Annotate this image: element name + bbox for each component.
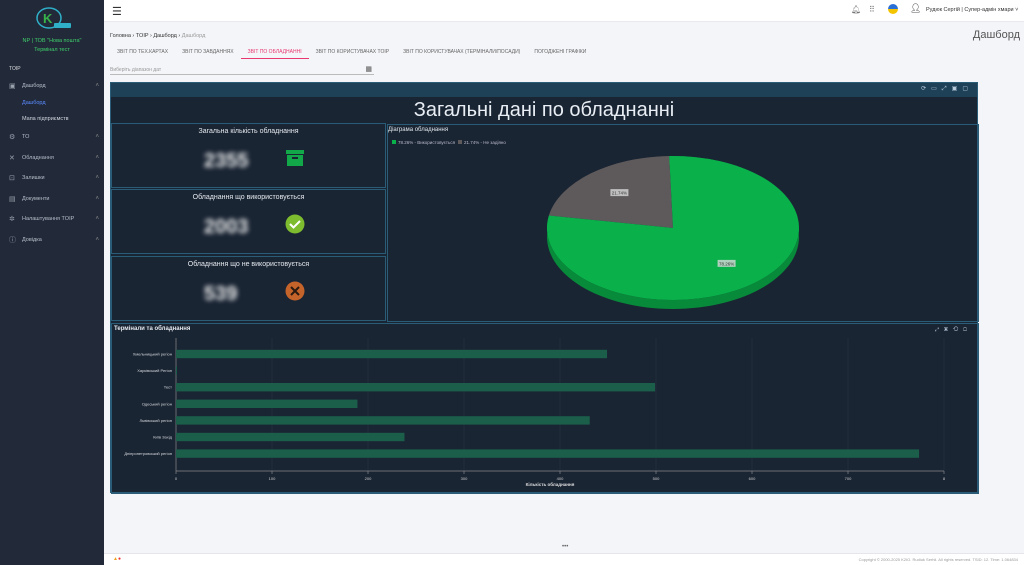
report-tabs: Звіт по тех.картах Звіт по завданнях Зві… [110,46,593,59]
resize-handle[interactable]: ••• [562,544,569,550]
dashboard-title: Загальні дані по обладнанні [413,99,675,121]
pie-slice-used[interactable] [547,156,799,300]
menu-icon[interactable]: ☰ [112,6,122,18]
x-tick-label: 700 [845,476,852,481]
bar-chart-title: Термінали та обладнання [114,326,191,332]
slice-label: 21.74% [612,191,627,196]
terminal-name: Термінал тест [34,47,70,53]
x-tick-label: 600 [749,476,756,481]
bar[interactable] [176,416,590,425]
info-icon: ⓘ [9,237,16,244]
total-equipment-card: Загальна кількість обладнання 2355 [111,123,386,188]
pie-title: Діаграма обладнання [388,127,449,133]
bar[interactable] [176,349,608,359]
section-label: TOIP [9,66,21,72]
y-tick-label: Дніпропетровський регіон [124,451,172,456]
x-tick-label: 500 [653,476,660,481]
y-tick-label: Тест [164,385,172,390]
user-menu[interactable]: Рудюк Сергій | Супер-адмін хмари ˅ [926,7,1019,13]
x-circle-icon [285,281,305,301]
logo: K [36,7,71,29]
equipment-pie-chart: Діаграма обладнання 78.26% - Використову… [387,124,979,322]
y-tick-label: Харківський Регіон [137,368,172,373]
check-circle-icon [285,214,305,234]
sidebar-subitem-dashboard[interactable]: Дашборд [22,100,46,106]
box-icon: ⊡ [9,175,15,182]
tab-equipment[interactable]: Звіт по обладнанні [240,46,309,59]
x-tick-label: 0 [175,476,178,481]
legend-unused[interactable]: 21.74% - Не задіяно [458,140,506,145]
tab-tech-cards[interactable]: Звіт по тех.картах [117,49,169,55]
x-tick-label: 8 [943,476,946,481]
tools-icon: ✕ [9,155,15,162]
dashboard-panel: ⟳▭⤢▣▢ Загальні дані по обладнанні Загаль… [110,82,979,494]
calendar-icon[interactable]: ▦ [365,66,372,73]
bar[interactable] [176,432,405,442]
date-range-input[interactable]: Виберіть діапазон дат ▦ [110,66,374,75]
status-indicators[interactable]: ▲● [113,556,121,562]
slice-label: 78.26% [719,261,734,266]
document-icon: ▤ [9,196,16,203]
svg-text:K: K [43,11,53,26]
panel-toolbar-icons[interactable]: ⟳▭⤢▣▢ [921,86,973,92]
x-tick-label: 400 [557,476,564,481]
x-tick-label: 300 [461,476,468,481]
tab-schedules[interactable]: Погоджені графіки [534,49,587,55]
x-axis-label: Кількість обладнання [526,481,575,487]
x-tick-label: 200 [365,476,372,481]
legend-used[interactable]: 78.26% - Використовується [392,140,455,145]
bar[interactable] [176,383,656,392]
bar[interactable] [176,399,358,408]
sidebar-item-stock[interactable]: ⊡ Залишки ˄ [9,175,99,182]
sidebar-subitem-map[interactable]: Мапа підприємств [22,116,69,122]
breadcrumb-dashboard[interactable]: Дашборд [153,33,177,39]
terminals-bar-chart: Термінали та обладнання ⤢▣⟲▢ 0 100 200 300 4… [111,323,979,494]
chart-toolbar-icons[interactable]: ⤢▣⟲▢ [935,327,972,333]
y-tick-label: Львівський регіон [140,418,172,423]
org-name: NP | ТОВ "Нова пошта" [22,38,82,44]
breadcrumb-current: Дашборд [181,33,206,39]
sidebar-item-settings[interactable]: ✲ Налаштування TOIP ˄ [9,216,99,223]
tab-tasks[interactable]: Звіт по завданнях [182,49,234,55]
apps-grid-icon[interactable]: ⠿ [869,5,875,14]
used-equipment-card: Обладнання що використовується 2003 [111,189,386,254]
user-icon: 👤︎ [910,3,922,13]
x-tick-label: 100 [269,476,276,481]
y-tick-label: Київ Захід [153,435,172,440]
top-bar: ☰ 🔔︎ ⠿ 👤︎ Рудюк Сергій | Супер-адмін хма… [104,0,1024,22]
tab-users-toip[interactable]: Звіт по користувачах TOIP [315,49,390,55]
sidebar-item-dashboard[interactable]: ▣ Дашборд ˄ [9,83,99,90]
gear-icon: ✲ [9,216,15,223]
wrench-icon: ⚙ [9,134,16,141]
unused-equipment-card: Обладнання що не використовується 539 [111,256,386,321]
bar[interactable] [176,366,177,375]
breadcrumb-home[interactable]: Головна [110,33,131,39]
page-title: Дашборд [972,29,1020,41]
calendar-icon: ▣ [9,83,16,90]
slice-label-bg [610,189,629,197]
bar[interactable] [176,449,920,458]
chevron-up-icon: ˄ [95,83,99,89]
sidebar-item-to[interactable]: ⚙ ТО ˄ [9,134,99,141]
y-tick-label: Хмельницький регіон [133,352,172,357]
footer: ▲● Copyright © 2000-2025 K2IO. Rudiuk Se… [104,553,1024,565]
archive-icon [286,150,304,166]
y-tick-label: Одеський регіон [142,401,172,406]
slice-label-bg [717,259,736,267]
tab-users-terminals[interactable]: Звіт по користувачах (термінали/посади) [403,49,521,55]
language-flag-icon[interactable] [888,4,898,14]
bell-icon[interactable]: 🔔︎ [851,5,862,14]
sidebar-item-help[interactable]: ⓘ Довідка ˄ [9,237,99,244]
sidebar-item-documents[interactable]: ▤ Документи ˄ [9,196,99,203]
sidebar: K NP | ТОВ "Нова пошта" Термінал тест TO… [0,0,104,565]
breadcrumb-toip[interactable]: TOIP [135,33,149,39]
sidebar-item-equipment[interactable]: ✕ Обладнання ˄ [9,155,99,162]
breadcrumb: Головна › TOIP › Дашборд › Дашборд [110,33,206,39]
